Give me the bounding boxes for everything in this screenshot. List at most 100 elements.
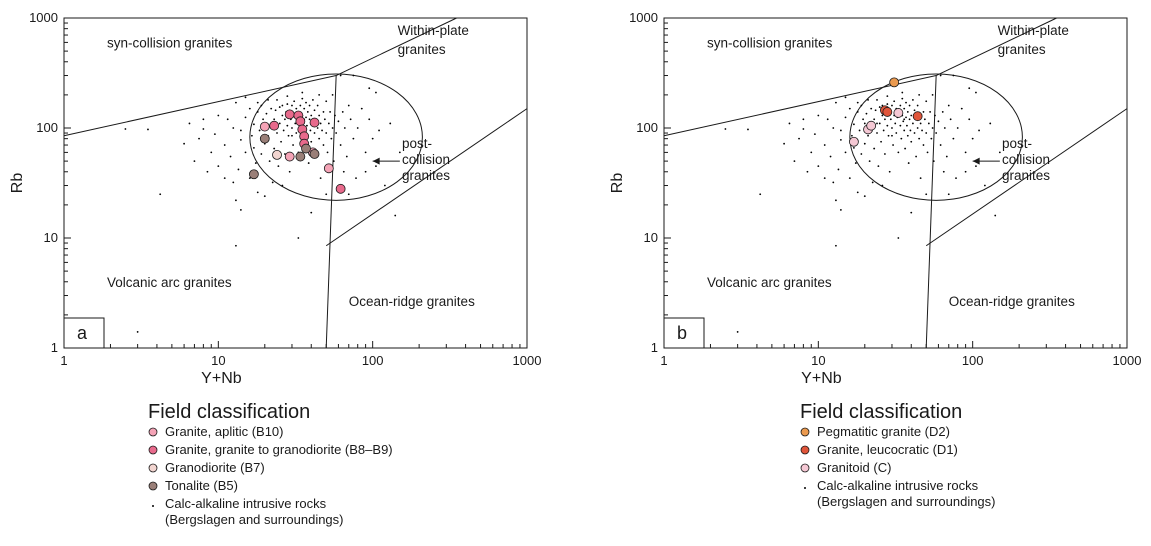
background-data-point	[352, 137, 355, 140]
background-data-point	[310, 211, 313, 214]
background-data-point	[891, 134, 893, 137]
background-data-point	[318, 114, 321, 117]
background-data-point	[810, 151, 813, 154]
background-data-point	[829, 155, 832, 158]
background-data-point	[994, 214, 997, 217]
background-data-point	[863, 122, 866, 125]
background-data-point	[291, 104, 293, 107]
background-data-point	[295, 107, 298, 110]
field-label-volcanic-arc: Volcanic arc granites	[107, 275, 232, 290]
background-data-point	[832, 127, 835, 129]
background-data-point	[294, 122, 297, 125]
background-data-point	[975, 91, 977, 94]
background-data-point	[927, 122, 930, 125]
background-data-point	[375, 165, 377, 168]
background-data-point	[325, 193, 328, 196]
background-data-point	[210, 151, 213, 154]
background-data-point	[941, 111, 944, 113]
background-data-point	[305, 116, 307, 119]
background-data-point	[286, 124, 289, 127]
background-data-point	[291, 127, 293, 129]
background-data-point	[880, 140, 882, 143]
field-label-ocean-ridge: Ocean-ridge granites	[349, 294, 475, 309]
background-data-point	[802, 118, 805, 121]
background-data-point	[939, 144, 942, 146]
background-data-point	[942, 170, 945, 173]
background-data-point	[952, 137, 955, 140]
background-data-point	[895, 132, 898, 134]
legend-entry: Calc-alkaline intrusive rocks (Bergslagen…	[817, 478, 996, 509]
background-data-point	[235, 101, 237, 104]
data-point	[309, 117, 320, 128]
background-data-point	[278, 122, 281, 125]
data-point	[259, 133, 270, 144]
background-data-point	[867, 99, 869, 101]
background-data-point	[217, 165, 220, 168]
boundary-within-plate-upper	[335, 17, 457, 76]
background-data-point	[925, 100, 928, 103]
background-data-point	[904, 147, 907, 150]
plot-frame	[663, 17, 1128, 349]
background-data-point	[262, 118, 264, 121]
legend-title: Field classification	[800, 401, 962, 423]
background-data-point	[280, 140, 282, 143]
background-data-point	[273, 147, 276, 150]
chart-panel-b: 1 10 100 1000 1 10 100 1000 Y+Nb Rb syn-collision …	[609, 10, 1141, 387]
background-data-point	[332, 160, 335, 163]
background-data-point	[263, 195, 266, 198]
background-data-point	[867, 134, 869, 137]
field-label-within-plate: Within-plate granites	[998, 23, 1069, 57]
boundary-within-plate-upper	[935, 17, 1057, 76]
background-data-point	[998, 151, 1001, 154]
background-data-point	[881, 184, 884, 187]
background-data-point	[724, 128, 727, 130]
background-data-point	[235, 244, 237, 247]
background-data-point	[339, 144, 342, 146]
background-data-point	[147, 128, 149, 131]
data-point	[848, 136, 859, 147]
background-data-point	[955, 177, 957, 180]
background-data-point	[915, 155, 917, 158]
boundary-ocean-ridge	[325, 108, 528, 247]
data-point	[272, 149, 282, 160]
background-data-point	[316, 127, 319, 129]
background-data-point	[932, 160, 935, 163]
background-data-point	[759, 193, 762, 196]
background-data-point	[918, 137, 921, 140]
background-data-point	[326, 151, 329, 154]
background-data-point	[926, 151, 929, 154]
background-data-point	[323, 118, 326, 121]
background-data-point	[886, 124, 889, 127]
background-data-point	[893, 100, 896, 103]
background-data-point	[321, 129, 323, 132]
y-tick-label: 100	[36, 120, 58, 135]
background-data-point	[881, 114, 884, 117]
post-collision-arrowhead	[972, 157, 980, 165]
background-data-point	[863, 142, 866, 145]
background-data-point	[293, 100, 296, 103]
background-data-point	[389, 122, 392, 125]
background-data-point	[318, 93, 321, 96]
background-data-point	[964, 170, 967, 173]
field-label-syn-collision: syn-collision granites	[107, 35, 233, 50]
background-data-point	[873, 147, 876, 150]
background-data-point	[202, 128, 205, 130]
background-data-point	[371, 137, 374, 140]
background-data-point	[265, 112, 268, 115]
background-data-point	[889, 118, 892, 121]
background-data-point	[971, 137, 974, 140]
background-data-point	[319, 122, 322, 125]
background-data-point	[341, 111, 344, 113]
panel-letter: a	[77, 323, 88, 343]
y-tick-label: 100	[636, 120, 658, 135]
background-data-point	[934, 114, 936, 117]
background-data-point	[823, 177, 826, 180]
panel-letter-box	[663, 317, 705, 349]
background-data-point	[918, 93, 921, 96]
legend-marker	[152, 505, 154, 507]
background-data-point	[268, 160, 271, 163]
background-data-point	[943, 127, 946, 129]
x-tick-label: 1	[60, 353, 67, 368]
background-data-point	[274, 109, 277, 112]
background-data-point	[793, 160, 796, 163]
